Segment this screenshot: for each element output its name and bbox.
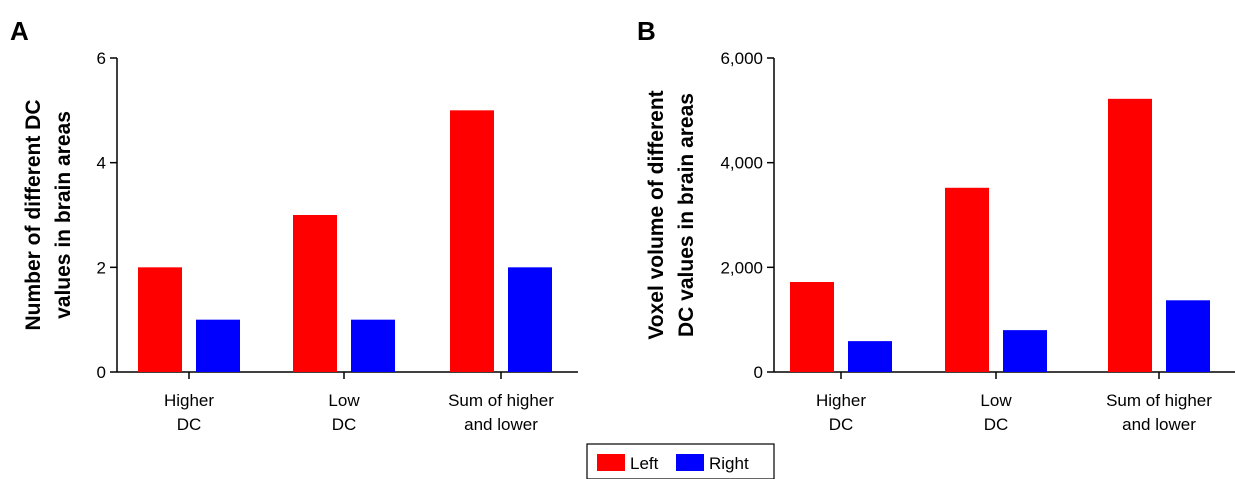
bar-right — [848, 341, 892, 372]
chart-panel-a: A Number of different DC values in brain a… — [10, 16, 578, 434]
legend-swatch-right — [676, 454, 704, 471]
y-tick-label: 2,000 — [720, 258, 763, 277]
chart-panel-b: B Voxel volume of different DC values in b… — [637, 16, 1235, 434]
x-category-label: DC — [829, 415, 854, 434]
x-category-label: and lower — [1122, 415, 1196, 434]
y-tick-label: 0 — [754, 363, 763, 382]
x-category-label: Higher — [164, 391, 214, 410]
legend-swatch-left — [597, 454, 625, 471]
panel-letter: B — [637, 16, 656, 46]
y-tick-label: 4,000 — [720, 154, 763, 173]
bar-right — [508, 267, 552, 372]
y-axis-title-line: Number of different DC — [22, 100, 45, 331]
x-category-label: Sum of higher — [448, 391, 554, 410]
bar-left — [450, 110, 494, 372]
y-axis-title-line: Voxel volume of different — [645, 90, 668, 339]
y-tick-label: 4 — [97, 154, 106, 173]
bar-right — [351, 319, 395, 372]
x-category-label: Low — [328, 391, 360, 410]
legend-label-left: Left — [630, 454, 659, 473]
x-category-label: DC — [984, 415, 1009, 434]
x-category-label: and lower — [464, 415, 538, 434]
x-category-label: DC — [332, 415, 357, 434]
bar-left — [293, 215, 337, 372]
y-axis-title-line: values in brain areas — [52, 111, 75, 319]
panel-letter: A — [10, 16, 29, 46]
x-category-label: Low — [980, 391, 1012, 410]
bar-right — [1003, 330, 1047, 372]
y-axis-title-line: DC values in brain areas — [675, 93, 698, 337]
bar-left — [790, 281, 834, 372]
bar-right — [1166, 300, 1210, 372]
x-category-label: DC — [177, 415, 202, 434]
y-tick-label: 2 — [97, 258, 106, 277]
bar-left — [945, 187, 989, 372]
y-tick-label: 6,000 — [720, 49, 763, 68]
bar-left — [138, 267, 182, 372]
y-tick-label: 0 — [97, 363, 106, 382]
x-category-label: Sum of higher — [1106, 391, 1212, 410]
legend: Left Right — [586, 443, 775, 479]
x-category-label: Higher — [816, 391, 866, 410]
y-tick-label: 6 — [97, 49, 106, 68]
bar-left — [1108, 98, 1152, 372]
legend-label-right: Right — [709, 454, 749, 473]
bar-right — [196, 319, 240, 372]
